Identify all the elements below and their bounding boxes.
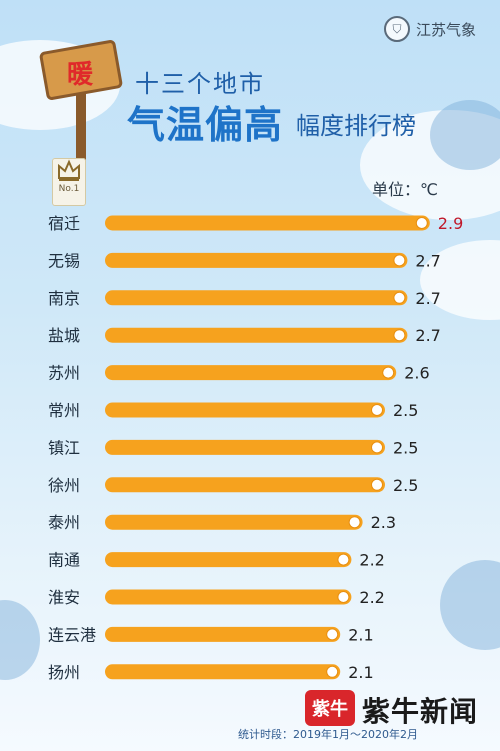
category-label: 宿迁 xyxy=(48,214,80,233)
value-label: 2.6 xyxy=(404,364,429,383)
bar xyxy=(105,477,385,493)
value-label: 2.9 xyxy=(438,214,463,233)
bar xyxy=(105,252,408,268)
bar-end-marker xyxy=(393,254,406,267)
rank-badge: No.1 xyxy=(52,158,86,206)
category-label: 苏州 xyxy=(48,364,80,383)
news-badge: 紫牛 xyxy=(305,690,355,726)
category-label: 连云港 xyxy=(48,625,96,644)
bar xyxy=(105,402,385,418)
value-label: 2.7 xyxy=(415,251,440,270)
title-line-1: 十三个地市 xyxy=(135,70,265,98)
category-label: 无锡 xyxy=(48,251,80,270)
bar-end-marker xyxy=(348,516,361,529)
bar-end-marker xyxy=(371,404,383,416)
bar-end-marker xyxy=(371,478,383,491)
bar-end-marker xyxy=(371,441,383,454)
logo-text: 江苏气象 xyxy=(415,20,476,39)
category-label: 南通 xyxy=(48,551,80,570)
value-label: 2.7 xyxy=(415,326,440,345)
category-label: 徐州 xyxy=(48,476,80,495)
value-label: 2.3 xyxy=(371,513,396,532)
value-label: 2.2 xyxy=(359,551,384,570)
bar xyxy=(105,514,363,530)
rank-label: No.1 xyxy=(58,184,80,194)
bar xyxy=(105,439,385,455)
cloud-decoration xyxy=(360,110,500,220)
bar xyxy=(105,290,408,306)
value-label: 2.7 xyxy=(415,289,440,308)
value-label: 2.1 xyxy=(348,625,373,644)
bar-end-marker xyxy=(382,366,395,379)
title-line-2-rest: 幅度排行榜 xyxy=(296,112,416,140)
unit-label: 单位：℃ xyxy=(372,180,438,199)
category-label: 常州 xyxy=(48,401,80,420)
bar xyxy=(105,552,352,568)
category-label: 镇江 xyxy=(48,438,80,457)
title-emphasis: 气温偏高 xyxy=(127,103,284,147)
news-brand: 紫牛新闻 xyxy=(362,695,479,728)
statistic-period: 统计时段：2019年1月～2020年2月 xyxy=(238,728,418,741)
bar-end-marker xyxy=(337,591,350,603)
value-label: 2.5 xyxy=(393,401,418,420)
category-label: 盐城 xyxy=(48,326,80,345)
category-label: 泰州 xyxy=(48,513,80,532)
value-label: 2.2 xyxy=(359,588,384,607)
foliage-decoration xyxy=(430,100,500,170)
bar-end-marker xyxy=(337,553,350,566)
bar xyxy=(105,365,397,381)
value-label: 2.1 xyxy=(348,663,373,682)
bar xyxy=(105,327,408,343)
bar-end-marker xyxy=(326,665,339,678)
meteorology-emblem-icon: ⛉ xyxy=(383,16,410,42)
brand-logo: ⛉ 江苏气象 xyxy=(383,16,476,42)
bar xyxy=(105,215,430,231)
bar-end-marker xyxy=(326,628,339,641)
sign-text: 暖 xyxy=(67,60,94,90)
value-label: 2.5 xyxy=(393,476,418,495)
bar-end-marker xyxy=(393,329,406,342)
bar xyxy=(105,626,341,642)
category-label: 扬州 xyxy=(48,663,80,682)
crown-icon xyxy=(58,159,80,181)
bar-end-marker xyxy=(415,217,428,229)
wooden-sign-icon: 暖 xyxy=(39,40,123,165)
bar xyxy=(105,589,352,605)
bar xyxy=(105,664,341,680)
value-label: 2.5 xyxy=(393,438,418,457)
category-label: 淮安 xyxy=(48,588,80,607)
bar-end-marker xyxy=(393,291,406,304)
category-label: 南京 xyxy=(48,289,80,308)
